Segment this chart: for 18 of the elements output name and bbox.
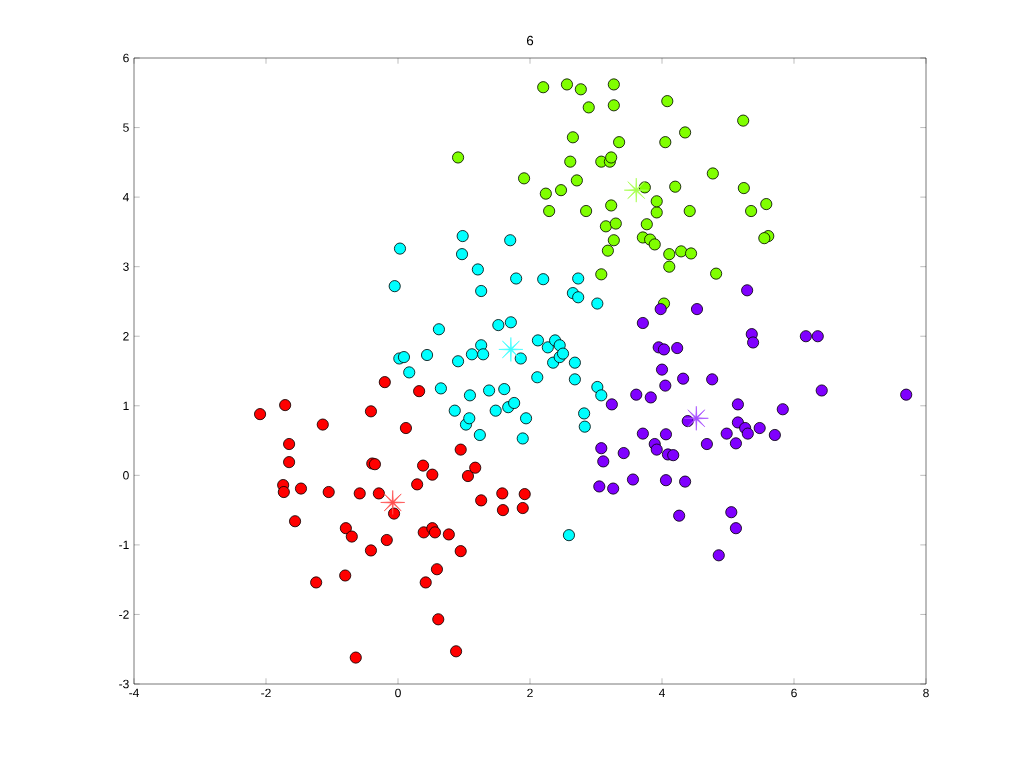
x-tick-label: -2	[261, 688, 271, 698]
y-tick-label: 6	[123, 53, 129, 63]
y-tick-label: -1	[119, 540, 129, 550]
x-tick-label: 4	[658, 688, 665, 697]
y-tick-label: 5	[123, 123, 129, 132]
y-tick-label: -2	[119, 610, 129, 619]
x-tick-label: 6	[791, 688, 797, 698]
x-tick-label: 2	[527, 688, 533, 698]
chart-title: 6	[526, 35, 534, 46]
y-tick-label: -3	[119, 679, 129, 689]
y-tick-label: 4	[122, 192, 129, 202]
y-tick-label: 1	[123, 401, 129, 410]
y-tick-label: 0	[123, 471, 129, 480]
x-tick-label: 8	[923, 688, 929, 698]
x-tick-label: -4	[129, 688, 139, 697]
y-tick-label: 2	[123, 332, 129, 341]
y-tick-label: 3	[123, 262, 129, 271]
x-tick-label: 0	[395, 688, 401, 698]
